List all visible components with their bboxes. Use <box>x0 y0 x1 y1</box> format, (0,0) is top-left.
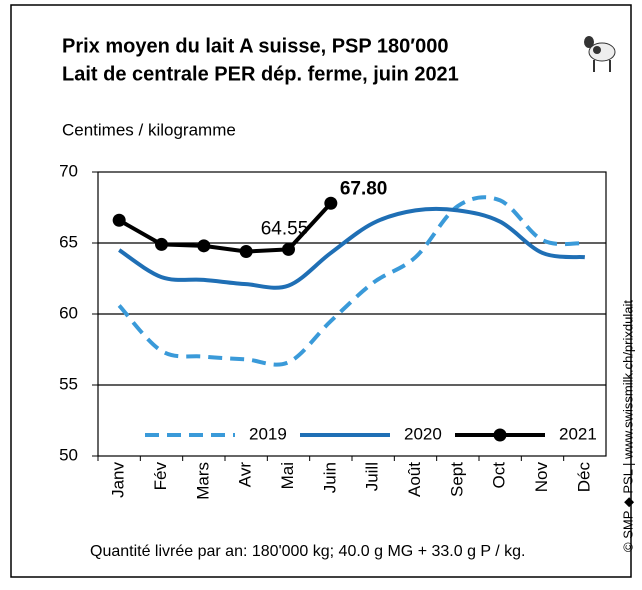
x-tick-label: Nov <box>532 462 551 493</box>
y-tick-label: 70 <box>59 161 78 180</box>
cow-icon <box>584 36 615 72</box>
y-tick-label: 55 <box>59 374 78 393</box>
x-tick-label: Avr <box>236 462 255 488</box>
series-line <box>119 209 585 288</box>
marker <box>240 245 253 258</box>
chart-title: Prix moyen du lait A suisse, PSP 180′000 <box>62 35 448 57</box>
footnote: Quantité livrée par an: 180'000 kg; 40.0… <box>90 543 525 560</box>
marker <box>197 239 210 252</box>
x-tick-label: Mars <box>193 462 212 500</box>
legend-label: 2021 <box>559 424 597 443</box>
x-tick-label: Juill <box>363 462 382 491</box>
y-tick-label: 50 <box>59 445 78 464</box>
y-axis-label: Centimes / kilogramme <box>62 120 236 139</box>
legend-label: 2020 <box>404 424 442 443</box>
marker <box>113 214 126 227</box>
y-tick-label: 60 <box>59 303 78 322</box>
x-tick-label: Août <box>405 462 424 497</box>
x-tick-label: Mai <box>278 462 297 489</box>
marker <box>324 197 337 210</box>
x-tick-label: Sept <box>447 462 466 497</box>
data-label: 67.80 <box>340 178 388 199</box>
chart: Prix moyen du lait A suisse, PSP 180′000… <box>0 0 642 585</box>
legend-marker <box>494 429 507 442</box>
x-tick-label: Juin <box>320 462 339 493</box>
x-tick-label: Oct <box>490 462 509 489</box>
marker <box>155 238 168 251</box>
marker <box>282 243 295 256</box>
data-label: 64.55 <box>261 218 309 239</box>
x-tick-label: Déc <box>574 462 593 493</box>
y-tick-label: 65 <box>59 232 78 251</box>
chart-subtitle: Lait de centrale PER dép. ferme, juin 20… <box>62 63 459 85</box>
x-tick-label: Fév <box>151 462 170 491</box>
legend-label: 2019 <box>249 424 287 443</box>
source: © SMP ◆ PSL | www.swissmilk.ch/prixdulai… <box>620 300 635 552</box>
x-tick-label: Janv <box>109 462 128 498</box>
